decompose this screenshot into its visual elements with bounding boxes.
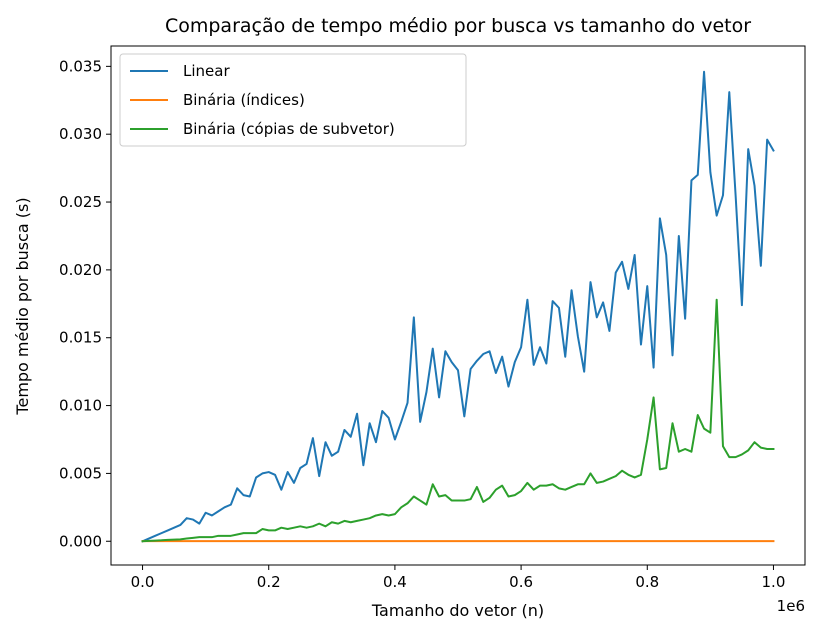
y-tick-label: 0.005 xyxy=(59,464,102,482)
series-line-1 xyxy=(141,70,775,543)
y-tick-label: 0.025 xyxy=(59,193,102,211)
y-axis: 0.000 0.005 0.010 0.015 0.020 0.025 0.030 0.035 xyxy=(59,57,111,550)
series-line-3 xyxy=(141,298,775,543)
legend-label-2: Binária (índices) xyxy=(183,91,305,109)
y-tick-label: 0.030 xyxy=(59,125,102,143)
legend-box xyxy=(119,53,467,147)
series-lines xyxy=(141,70,775,543)
y-axis-label: Tempo médio por busca (s) xyxy=(13,197,32,415)
y-tick-label: 0.010 xyxy=(59,397,102,415)
x-tick-label: 1.0 xyxy=(762,573,786,591)
y-tick-label: 0.000 xyxy=(59,532,102,550)
legend-label-3: Binária (cópias de subvetor) xyxy=(183,120,395,138)
x-tick-label: 0.6 xyxy=(509,573,533,591)
chart-title: Comparação de tempo médio por busca vs t… xyxy=(165,15,751,37)
x-tick-label: 0.4 xyxy=(383,573,407,591)
legend: Linear Binária (índices) Binária (cópias d… xyxy=(119,53,467,147)
plot-frame xyxy=(110,45,806,566)
x-tick-label: 0.2 xyxy=(257,573,281,591)
x-tick-label: 0.8 xyxy=(635,573,659,591)
y-tick-label: 0.035 xyxy=(59,57,102,75)
x-axis-offset-label: 1e6 xyxy=(777,597,805,615)
x-axis-label: Tamanho do vetor (n) xyxy=(371,601,544,620)
y-tick-label: 0.020 xyxy=(59,261,102,279)
x-tick-label: 0.0 xyxy=(131,573,155,591)
x-axis: 0.0 0.2 0.4 0.6 0.8 1.0 xyxy=(131,565,786,591)
y-tick-label: 0.015 xyxy=(59,329,102,347)
legend-label-1: Linear xyxy=(183,62,230,80)
